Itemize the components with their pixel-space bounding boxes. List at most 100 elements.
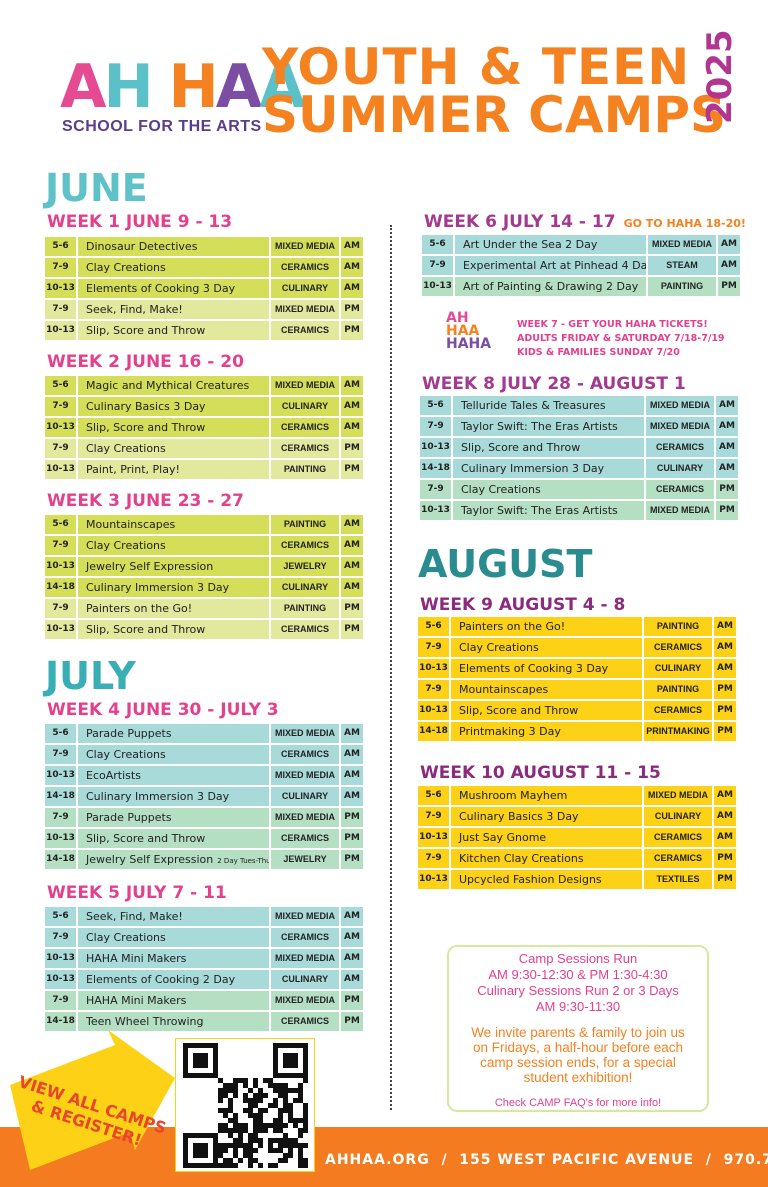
time-cell: PM — [341, 829, 363, 848]
week-title: WEEK 10 AUGUST 11 - 15 — [420, 763, 661, 783]
camp-name: Clay Creations — [453, 480, 644, 499]
qr-module — [303, 1108, 308, 1113]
qr-module — [263, 1108, 268, 1113]
qr-module — [278, 1118, 283, 1123]
qr-module — [258, 1138, 263, 1143]
qr-module — [273, 1148, 278, 1153]
medium-cell: MIXED MEDIA — [271, 766, 339, 785]
qr-module — [288, 1118, 293, 1123]
qr-module — [243, 1083, 248, 1088]
time-cell: AM — [341, 418, 363, 437]
qr-module — [268, 1138, 273, 1143]
qr-module — [278, 1138, 283, 1143]
qr-module — [228, 1083, 233, 1088]
qr-module — [283, 1123, 288, 1128]
qr-module — [233, 1088, 238, 1093]
medium-cell: MIXED MEDIA — [271, 808, 339, 827]
month-heading: JULY — [45, 654, 136, 698]
time-cell: PM — [341, 460, 363, 479]
camp-name: Kitchen Clay Creations — [451, 849, 642, 868]
time-cell: PM — [714, 870, 736, 889]
time-cell: AM — [341, 557, 363, 576]
medium-cell: CERAMICS — [271, 829, 339, 848]
qr-module — [273, 1118, 278, 1123]
qr-module — [283, 1098, 288, 1103]
age-cell: 5-6 — [420, 396, 451, 415]
age-cell: 10-13 — [45, 418, 76, 437]
age-cell: 10-13 — [45, 460, 76, 479]
week-title: WEEK 4 JUNE 30 - JULY 3 — [47, 700, 279, 720]
promo-logo-line: HAA — [446, 323, 480, 339]
camp-name: EcoArtists — [78, 766, 269, 785]
week-title: WEEK 5 JULY 7 - 11 — [47, 883, 227, 903]
medium-cell: CERAMICS — [271, 1012, 339, 1031]
qr-module — [228, 1158, 233, 1163]
qr-module — [228, 1143, 233, 1148]
qr-module — [248, 1103, 253, 1108]
time-cell: AM — [341, 949, 363, 968]
medium-cell: CULINARY — [644, 659, 712, 678]
qr-module — [233, 1143, 238, 1148]
age-cell: 5-6 — [45, 515, 76, 534]
time-cell: AM — [341, 766, 363, 785]
age-cell: 10-13 — [45, 829, 76, 848]
qr-module — [283, 1143, 288, 1148]
medium-cell: CULINARY — [271, 578, 339, 597]
week-title: WEEK 8 JULY 28 - AUGUST 1 — [422, 374, 686, 394]
medium-cell: MIXED MEDIA — [271, 949, 339, 968]
promo-logo: AH HAA HAHA — [446, 311, 491, 351]
age-cell: 7-9 — [45, 300, 76, 319]
qr-module — [273, 1103, 278, 1108]
qr-module — [218, 1123, 223, 1128]
qr-module — [298, 1128, 303, 1133]
qr-module — [248, 1148, 253, 1153]
info-faq: Check CAMP FAQ's for more info! — [494, 1097, 662, 1109]
medium-cell: CERAMICS — [271, 745, 339, 764]
qr-module — [298, 1118, 303, 1123]
promo-text: WEEK 7 - GET YOUR HAHA TICKETS! ADULTS F… — [517, 318, 725, 360]
time-cell: AM — [341, 397, 363, 416]
qr-module — [218, 1143, 223, 1148]
qr-module — [278, 1158, 283, 1163]
qr-module — [263, 1128, 268, 1133]
camp-note: 2 Day Tues-Thurs — [217, 857, 269, 865]
medium-cell: CULINARY — [644, 807, 712, 826]
age-cell: 5-6 — [45, 724, 76, 743]
qr-module — [303, 1113, 308, 1118]
camp-name: Clay Creations — [78, 258, 269, 277]
qr-module — [253, 1083, 258, 1088]
qr-module — [253, 1118, 258, 1123]
age-cell: 5-6 — [418, 617, 449, 636]
qr-module — [238, 1138, 243, 1143]
camp-name: Slip, Score and Throw — [78, 620, 269, 639]
qr-module — [253, 1103, 258, 1108]
qr-module — [278, 1143, 283, 1148]
qr-code[interactable] — [175, 1038, 315, 1172]
qr-module — [223, 1128, 228, 1133]
qr-module — [218, 1148, 223, 1153]
qr-module — [253, 1138, 258, 1143]
qr-module — [288, 1108, 293, 1113]
qr-module — [293, 1123, 298, 1128]
time-cell: AM — [714, 828, 736, 847]
camp-name: Clay Creations — [78, 745, 269, 764]
age-cell: 10-13 — [45, 321, 76, 340]
qr-module — [293, 1118, 298, 1123]
qr-module — [253, 1158, 258, 1163]
qr-module — [233, 1078, 238, 1083]
age-cell: 10-13 — [418, 870, 449, 889]
qr-module — [228, 1128, 233, 1133]
qr-module — [223, 1143, 228, 1148]
age-cell: 7-9 — [418, 680, 449, 699]
time-cell: AM — [341, 376, 363, 395]
camp-name: Printmaking 3 Day — [451, 722, 642, 741]
camp-name: Elements of Cooking 3 Day — [78, 279, 269, 298]
qr-module — [233, 1083, 238, 1088]
camp-name: Slip, Score and Throw — [78, 829, 269, 848]
camp-name: Culinary Immersion 3 Day — [78, 578, 269, 597]
qr-module — [283, 1133, 288, 1138]
qr-module — [283, 1088, 288, 1093]
time-cell: AM — [341, 258, 363, 277]
age-cell: 7-9 — [422, 256, 453, 275]
qr-module — [248, 1108, 253, 1113]
